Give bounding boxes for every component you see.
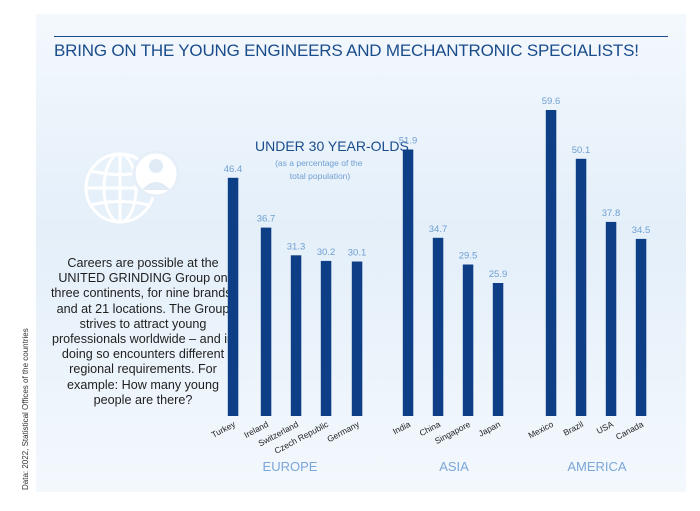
chart-subtitle: (as a percentage of the total population… <box>275 158 365 181</box>
value-labels: 46.4 36.7 31.3 30.2 30.1 51.9 34.7 29.5 25.9 59.6… <box>224 96 651 280</box>
bar-brazil <box>575 158 587 417</box>
value-label-canada: 34.5 <box>632 225 651 236</box>
description-text: Careers are possible at the UNITED GRIND… <box>50 256 236 407</box>
category-label-canada: Canada <box>614 419 645 442</box>
category-label-india: India <box>391 419 412 437</box>
bar-canada <box>635 238 647 416</box>
value-label-turkey: 46.4 <box>224 164 243 175</box>
globe-person-illustration <box>84 150 180 224</box>
chart-subtitle-line-2: total population) <box>290 171 351 181</box>
value-label-switzerland: 31.3 <box>287 241 306 252</box>
bar-mexico <box>545 110 557 416</box>
value-label-india: 51.9 <box>399 136 418 147</box>
bar-singapore <box>462 264 474 416</box>
title-rule <box>54 36 668 37</box>
category-label-usa: USA <box>595 419 615 436</box>
bar-ireland <box>260 227 272 416</box>
bar-switzerland <box>290 255 302 416</box>
value-label-ireland: 36.7 <box>257 214 276 225</box>
bar-china <box>432 237 444 416</box>
page-title: BRING ON THE YOUNG ENGINEERS AND MECHANT… <box>54 41 639 60</box>
group-labels: EUROPE ASIA AMERICA <box>263 459 627 474</box>
bar-germany <box>351 261 363 416</box>
value-label-brazil: 50.1 <box>572 145 591 156</box>
group-label-europe: EUROPE <box>263 459 318 474</box>
value-label-china: 34.7 <box>429 224 448 235</box>
person-icon <box>132 150 180 198</box>
category-label-turkey: Turkey <box>210 419 238 440</box>
chart-subtitle-line-1: (as a percentage of the <box>275 158 363 168</box>
bar-czech-republic <box>320 260 332 416</box>
bar-japan <box>492 283 504 416</box>
group-label-asia: ASIA <box>439 459 469 474</box>
category-label-germany: Germany <box>325 419 361 445</box>
group-label-america: AMERICA <box>567 459 627 474</box>
bar-series <box>227 110 647 417</box>
category-label-mexico: Mexico <box>526 419 555 441</box>
bar-usa <box>605 221 617 416</box>
value-label-czech-republic: 30.2 <box>317 247 336 258</box>
value-label-singapore: 29.5 <box>459 251 478 262</box>
value-label-mexico: 59.6 <box>542 96 561 107</box>
value-label-usa: 37.8 <box>602 208 621 219</box>
category-label-brazil: Brazil <box>561 419 585 438</box>
value-label-japan: 25.9 <box>489 269 508 280</box>
chart-title: UNDER 30 YEAR-OLDS <box>255 138 409 154</box>
category-label-japan: Japan <box>477 419 502 439</box>
bar-turkey <box>227 177 239 416</box>
bar-india <box>402 149 414 416</box>
value-label-germany: 30.1 <box>348 248 367 259</box>
